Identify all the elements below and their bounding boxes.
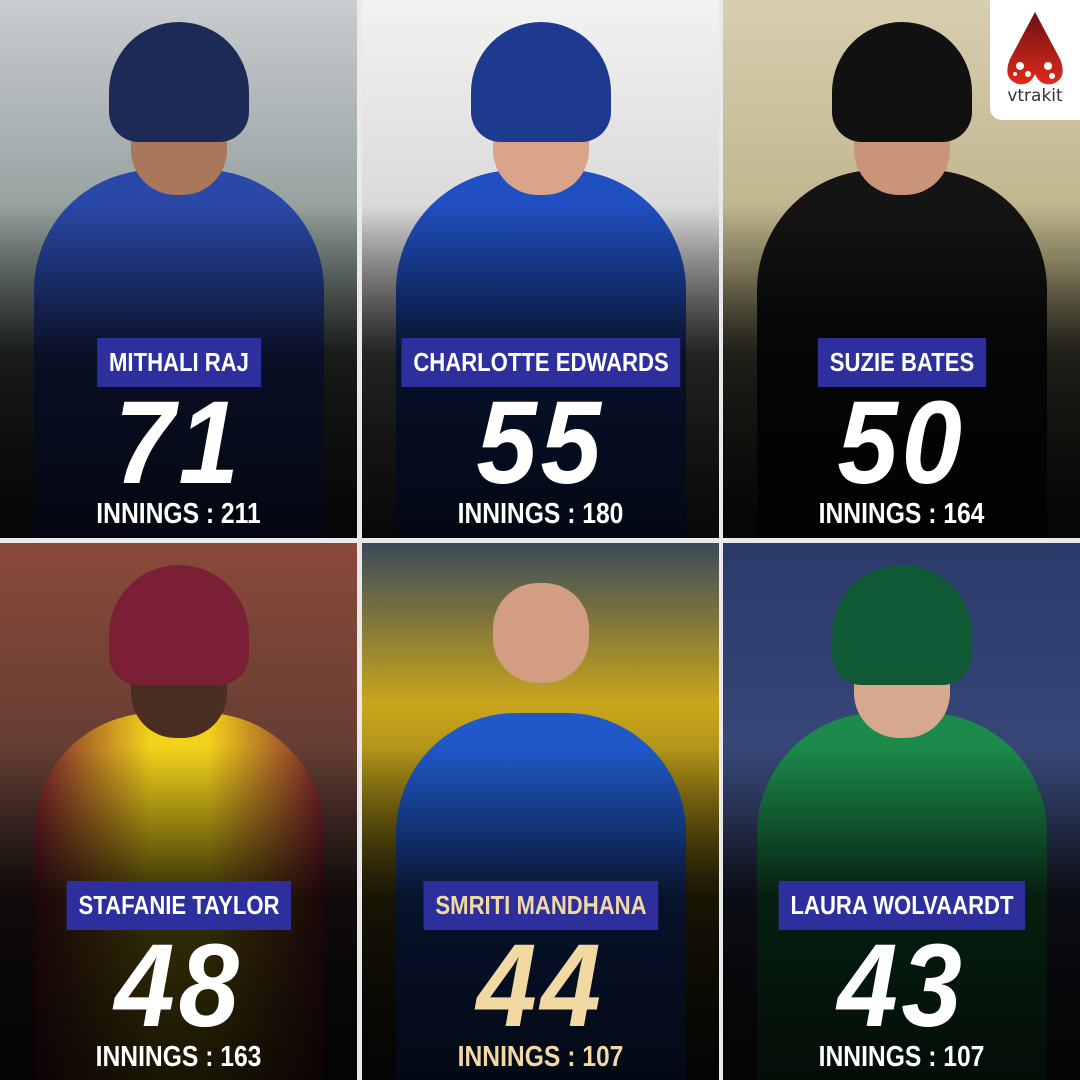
stat-value: 44 — [476, 920, 605, 1052]
player-card-smriti-mandhana: SMRITI MANDHANA 44 INNINGS : 107 — [362, 543, 719, 1080]
vtrakit-logo: vtrakit — [990, 0, 1080, 120]
player-name: LAURA WOLVAARDT — [778, 881, 1025, 930]
player-card-suzie-bates: SUZIE BATES 50 INNINGS : 164 — [723, 0, 1080, 538]
innings-count: INNINGS : 211 — [96, 498, 261, 530]
player-card-charlotte-edwards: CHARLOTTE EDWARDS 55 INNINGS : 180 — [362, 0, 719, 538]
brand-name: vtrakit — [1007, 86, 1063, 106]
player-name: STAFANIE TAYLOR — [66, 881, 291, 930]
player-card-laura-wolvaardt: LAURA WOLVAARDT 43 INNINGS : 107 — [723, 543, 1080, 1080]
innings-count: INNINGS : 163 — [95, 1041, 262, 1073]
innings-count: INNINGS : 107 — [818, 1041, 985, 1073]
heart-drop-icon — [1007, 12, 1063, 85]
player-name: MITHALI RAJ — [96, 338, 261, 387]
stat-value: 48 — [114, 920, 243, 1052]
player-name: SUZIE BATES — [817, 338, 986, 387]
player-name: SMRITI MANDHANA — [423, 881, 658, 930]
player-name: CHARLOTTE EDWARDS — [400, 338, 681, 387]
stat-value: 55 — [476, 377, 605, 509]
player-card-mithali-raj: MITHALI RAJ 71 INNINGS : 211 — [0, 0, 357, 538]
player-card-stafanie-taylor: STAFANIE TAYLOR 48 INNINGS : 163 — [0, 543, 357, 1080]
innings-count: INNINGS : 107 — [457, 1041, 624, 1073]
stat-value: 71 — [114, 377, 243, 509]
innings-count: INNINGS : 180 — [457, 498, 624, 530]
stat-value: 50 — [837, 377, 966, 509]
stat-value: 43 — [837, 920, 966, 1052]
innings-count: INNINGS : 164 — [818, 498, 985, 530]
